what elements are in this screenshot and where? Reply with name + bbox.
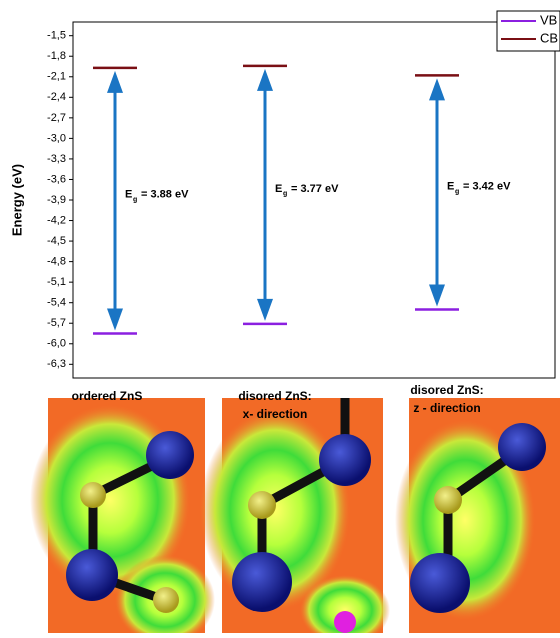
- annotation-sub: g: [283, 191, 287, 198]
- annotation-sub: g: [133, 197, 137, 204]
- annotation-text: = 3.77 eV: [291, 183, 339, 195]
- figure: Energy (eV) -1,5 -1,8 -2,1 -2,4 -2,7 -3,0 -3,3…: [0, 0, 560, 633]
- gap-arrow: [107, 71, 123, 331]
- y-tick-label: -1,8: [47, 50, 66, 62]
- annotation-symbol: E: [275, 183, 282, 195]
- arrow-head: [257, 69, 273, 91]
- y-tick-label: -3,6: [47, 173, 66, 185]
- y-tick-label: -3,3: [47, 153, 66, 165]
- category-label: ordered ZnS: [72, 389, 143, 403]
- y-tick-label: -3,9: [47, 194, 66, 206]
- arrow-head: [257, 299, 273, 321]
- y-tick-label: -4,8: [47, 256, 66, 268]
- y-tick-label: -5,1: [47, 276, 66, 288]
- panel-z-direction: [395, 398, 560, 633]
- legend-label: VB: [540, 12, 557, 27]
- y-tick-label: -2,1: [47, 71, 66, 83]
- legend-label: CB: [540, 30, 558, 45]
- y-tick-label: -5,4: [47, 297, 66, 309]
- category-label: disored ZnS:: [410, 383, 483, 397]
- panel-ordered: [30, 398, 215, 633]
- annotation-sub: g: [455, 188, 459, 195]
- y-tick-label: -6,3: [47, 358, 66, 370]
- y-tick-label: -6,0: [47, 338, 66, 350]
- y-tick-label: -2,4: [47, 91, 66, 103]
- category-label: z - direction: [413, 401, 480, 415]
- y-tick-label: -5,7: [47, 317, 66, 329]
- y-tick-label: -4,2: [47, 214, 66, 226]
- arrow-head: [107, 71, 123, 93]
- annotation-text: = 3.88 eV: [141, 189, 189, 201]
- y-tick-label: -4,5: [47, 235, 66, 247]
- gap-arrow: [257, 69, 273, 321]
- y-tick-label: -1,5: [47, 30, 66, 42]
- category-label: x- direction: [243, 407, 308, 421]
- category-label: disored ZnS:: [238, 389, 311, 403]
- arrow-head: [429, 78, 445, 100]
- arrow-head: [107, 309, 123, 331]
- annotation-symbol: E: [125, 189, 132, 201]
- gap-arrow: [429, 78, 445, 306]
- y-tick-label: -3,0: [47, 132, 66, 144]
- panel-x-direction: [200, 398, 390, 633]
- arrow-head: [429, 285, 445, 307]
- annotation-text: = 3.42 eV: [463, 180, 511, 192]
- y-tick-label: -2,7: [47, 112, 66, 124]
- annotation-symbol: E: [447, 180, 454, 192]
- y-axis-label: Energy (eV): [9, 164, 24, 236]
